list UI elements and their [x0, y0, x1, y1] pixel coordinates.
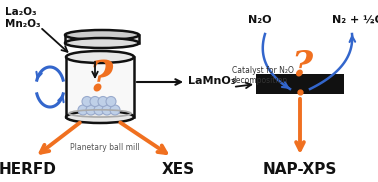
Circle shape [86, 105, 96, 115]
Text: N₂O: N₂O [248, 15, 272, 25]
Text: LaMnO₃: LaMnO₃ [188, 76, 235, 86]
Bar [66, 57, 134, 117]
Circle shape [98, 96, 108, 106]
Text: Mn₂O₃: Mn₂O₃ [5, 19, 40, 29]
Text: NAP-XPS: NAP-XPS [263, 161, 337, 177]
Circle shape [78, 105, 88, 115]
Text: La₂O₃: La₂O₃ [5, 7, 37, 17]
Text: XES: XES [161, 161, 195, 177]
Bar [256, 74, 344, 94]
Circle shape [82, 96, 92, 106]
Ellipse shape [66, 51, 134, 63]
Circle shape [94, 105, 104, 115]
Circle shape [106, 96, 116, 106]
Text: N₂ + ½O₂: N₂ + ½O₂ [332, 15, 378, 25]
Text: Catalyst for N₂O
decomposition: Catalyst for N₂O decomposition [232, 66, 294, 85]
Ellipse shape [66, 111, 134, 123]
Bar [65, 35, 139, 43]
Text: HERFD: HERFD [0, 161, 57, 177]
Circle shape [110, 105, 120, 115]
Text: Planetary ball mill: Planetary ball mill [70, 143, 140, 151]
Ellipse shape [65, 38, 139, 48]
Text: ?: ? [89, 58, 113, 100]
Circle shape [102, 105, 112, 115]
Circle shape [90, 96, 100, 106]
Text: ?: ? [291, 49, 313, 83]
Ellipse shape [65, 30, 139, 40]
